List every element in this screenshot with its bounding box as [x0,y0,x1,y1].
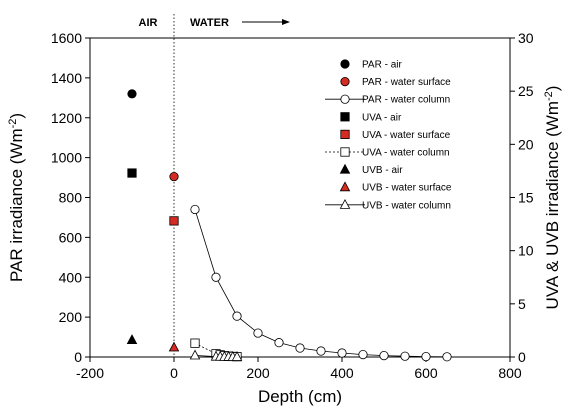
legend-marker [339,181,351,192]
legend-item: PAR - air [340,59,402,71]
data-point [169,171,179,182]
y-right-tick-label: 30 [518,30,534,46]
series-par-water-column [190,204,452,362]
legend-marker [339,198,351,209]
y-left-tick-label: 200 [59,309,83,325]
legend-label: UVA - water surface [362,130,451,141]
data-point [337,348,347,358]
legend-item: UVB - air [339,163,403,176]
data-point [127,168,137,178]
data-point [231,351,243,361]
y-right-tick-label: 15 [518,190,534,206]
x-tick-label: 600 [414,365,438,381]
legend-label: UVB - water column [362,200,451,211]
axis-titles: Depth (cm) PAR irradiance (Wm-2) UVA & UV… [7,86,562,406]
legend-label: PAR - air [362,60,402,71]
data-point [189,349,201,360]
legend-marker [339,163,351,174]
y-right-tick-label: 0 [518,349,526,365]
y-right-tick-label: 5 [518,296,526,312]
water-direction-arrow [242,19,290,25]
region-labels: AIR WATER [139,17,290,29]
y-left-tick-label: 800 [59,190,83,206]
series-uvb-water-surface [168,341,180,352]
data-series [126,89,452,362]
data-point [358,350,368,360]
data-point [295,343,305,353]
legend-item: PAR - water surface [340,77,451,88]
data-point [316,346,326,356]
series-uva-air [127,168,137,178]
y-right-tick-label: 25 [518,83,534,99]
y-right-tick-label: 10 [518,243,534,259]
legend-item: UVA - air [340,112,402,123]
data-point [190,338,200,348]
legend: PAR - air PAR - water surface PAR - water … [325,59,452,211]
legend-item: UVA - water surface [340,129,451,141]
y-left-tick-label: 400 [59,269,83,285]
water-region-label: WATER [190,17,229,29]
y-left-tick-label: 1000 [51,150,82,166]
legend-label: PAR - water surface [362,77,451,88]
data-point [190,204,200,215]
x-tick-label: 400 [330,365,354,381]
legend-label: UVA - water column [362,148,450,159]
legend-label: UVA - air [362,112,402,123]
legend-marker [340,94,350,104]
x-tick-label: 0 [170,365,178,381]
x-tick-label: 200 [246,365,270,381]
data-point [442,352,452,362]
data-point [168,341,180,352]
legend-item: UVB - water column [325,198,451,211]
x-tick-label: 800 [498,365,522,381]
legend-item: PAR - water column [325,94,450,106]
air-region-label: AIR [139,17,158,29]
data-point [421,352,431,362]
series-par-air [127,89,137,99]
legend-item: UVA - water column [325,147,450,159]
y-left-tick-label: 1400 [51,70,82,86]
data-point [169,216,179,226]
x-axis-title: Depth (cm) [258,387,342,406]
legend-label: UVB - air [362,165,403,176]
y-left-axis-title: PAR irradiance (Wm-2) [7,113,26,282]
legend-marker [340,112,350,122]
x-tick-label: -200 [76,365,104,381]
data-point [127,89,137,99]
y-right-axis-title: UVA & UVB irradiance (Wm-2) [543,86,562,310]
data-point [126,334,138,344]
y-left-tick-label: 0 [74,349,82,365]
y-right-tick-label: 20 [518,136,534,152]
y-left-tick-label: 1200 [51,110,82,126]
axis-ticks: -200 0 200 400 600 80002004006008001000120014… [51,30,534,381]
y-left-tick-label: 600 [59,229,83,245]
series-par-water-surface [169,171,179,182]
data-point [253,328,263,338]
data-point [379,351,389,361]
legend-item: UVB - water surface [339,181,452,194]
y-left-tick-label: 1600 [51,30,82,46]
legend-marker [340,77,350,87]
legend-marker [340,59,350,69]
data-point [274,338,284,348]
legend-label: UVB - water surface [362,183,452,194]
series-uva-water-surface [169,216,179,226]
legend-marker [340,147,350,157]
series-uvb-air [126,334,138,344]
data-point [400,351,410,361]
legend-label: PAR - water column [362,95,450,106]
legend-marker [340,129,350,139]
series-uvb-water-column [189,349,243,361]
data-point [211,272,221,282]
series-line [194,209,448,358]
data-point [232,311,242,321]
